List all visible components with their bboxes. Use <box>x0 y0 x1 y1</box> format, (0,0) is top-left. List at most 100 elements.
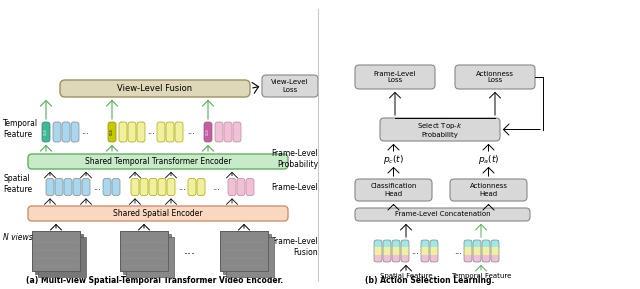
Text: Frame-Level Concatenation: Frame-Level Concatenation <box>395 212 490 218</box>
FancyBboxPatch shape <box>262 75 318 97</box>
FancyBboxPatch shape <box>158 179 166 195</box>
Text: ...: ... <box>212 182 220 192</box>
FancyBboxPatch shape <box>355 208 530 221</box>
Bar <box>421 255 429 262</box>
Bar <box>220 231 268 271</box>
Text: View-Level Fusion: View-Level Fusion <box>117 84 193 93</box>
Bar <box>374 240 382 247</box>
FancyBboxPatch shape <box>108 122 116 142</box>
Bar <box>401 240 409 247</box>
Bar <box>120 231 168 271</box>
FancyBboxPatch shape <box>64 179 72 195</box>
Text: (a) Multi-view Spatial-Temporal Transformer Video Encoder.: (a) Multi-view Spatial-Temporal Transfor… <box>26 276 284 285</box>
FancyBboxPatch shape <box>380 118 500 141</box>
Bar <box>120 231 168 271</box>
FancyBboxPatch shape <box>237 179 245 195</box>
Bar <box>392 247 400 255</box>
FancyBboxPatch shape <box>166 122 174 142</box>
Text: ...: ... <box>93 182 101 192</box>
Bar <box>421 240 429 247</box>
FancyBboxPatch shape <box>157 122 165 142</box>
Bar <box>464 247 472 255</box>
Bar <box>491 240 499 247</box>
Bar <box>421 247 429 255</box>
Text: Select Top-$k$
Probability: Select Top-$k$ Probability <box>417 121 463 138</box>
Bar <box>392 240 400 247</box>
Bar <box>464 240 472 247</box>
FancyBboxPatch shape <box>233 122 241 142</box>
Bar <box>383 247 391 255</box>
Text: ...: ... <box>187 127 195 136</box>
FancyBboxPatch shape <box>140 179 148 195</box>
FancyBboxPatch shape <box>246 179 254 195</box>
FancyBboxPatch shape <box>204 122 212 142</box>
Bar <box>482 240 490 247</box>
Bar <box>38 237 86 277</box>
Bar <box>430 247 438 255</box>
Bar <box>223 234 271 274</box>
FancyBboxPatch shape <box>46 179 54 195</box>
Bar <box>383 240 391 247</box>
Text: Frame-Level
Loss: Frame-Level Loss <box>374 71 416 84</box>
FancyBboxPatch shape <box>53 122 61 142</box>
Text: Actionness
Loss: Actionness Loss <box>476 71 514 84</box>
FancyBboxPatch shape <box>128 122 136 142</box>
Text: Actionness
Head: Actionness Head <box>470 184 508 197</box>
Text: Spatial Feature: Spatial Feature <box>380 273 432 279</box>
FancyBboxPatch shape <box>215 122 223 142</box>
Text: ...: ... <box>454 247 462 255</box>
Text: Frame-Level: Frame-Level <box>271 182 318 192</box>
Bar <box>401 247 409 255</box>
FancyBboxPatch shape <box>197 179 205 195</box>
FancyBboxPatch shape <box>228 179 236 195</box>
Bar <box>482 247 490 255</box>
Bar <box>383 255 391 262</box>
Text: ...: ... <box>81 127 89 136</box>
Bar <box>123 234 171 274</box>
Bar <box>473 255 481 262</box>
Bar <box>473 240 481 247</box>
FancyBboxPatch shape <box>28 154 288 169</box>
Bar <box>401 255 409 262</box>
Bar <box>491 255 499 262</box>
Bar <box>430 255 438 262</box>
Text: (b) Action Selection Learning.: (b) Action Selection Learning. <box>365 276 495 285</box>
Bar <box>126 237 174 277</box>
Bar <box>374 247 382 255</box>
Bar <box>35 234 83 274</box>
FancyBboxPatch shape <box>82 179 90 195</box>
FancyBboxPatch shape <box>62 122 70 142</box>
FancyBboxPatch shape <box>60 80 250 97</box>
FancyBboxPatch shape <box>224 122 232 142</box>
Text: ...: ... <box>178 182 186 192</box>
Text: CLS: CLS <box>206 129 210 135</box>
Bar <box>32 231 80 271</box>
Bar <box>430 240 438 247</box>
Text: $p_c(t)$: $p_c(t)$ <box>383 153 404 166</box>
Bar <box>491 247 499 255</box>
Text: Temporal
Feature: Temporal Feature <box>3 119 38 139</box>
Bar <box>32 231 80 271</box>
FancyBboxPatch shape <box>73 179 81 195</box>
FancyBboxPatch shape <box>131 179 139 195</box>
FancyBboxPatch shape <box>28 206 288 221</box>
Text: Classification
Head: Classification Head <box>371 184 417 197</box>
FancyBboxPatch shape <box>355 65 435 89</box>
Text: Frame-Level
Fusion: Frame-Level Fusion <box>271 237 318 257</box>
Text: ...: ... <box>184 244 196 257</box>
FancyBboxPatch shape <box>149 179 157 195</box>
Bar <box>226 237 274 277</box>
FancyBboxPatch shape <box>55 179 63 195</box>
Text: N views: N views <box>3 232 33 242</box>
Text: Frame-Level
Probability: Frame-Level Probability <box>271 149 318 169</box>
FancyBboxPatch shape <box>355 179 432 201</box>
Bar <box>473 247 481 255</box>
Bar <box>482 255 490 262</box>
FancyBboxPatch shape <box>103 179 111 195</box>
Text: Temporal Feature: Temporal Feature <box>451 273 511 279</box>
Text: Spatial
Feature: Spatial Feature <box>3 174 32 194</box>
FancyBboxPatch shape <box>188 179 196 195</box>
Text: CLS: CLS <box>44 129 48 135</box>
FancyBboxPatch shape <box>42 122 50 142</box>
FancyBboxPatch shape <box>112 179 120 195</box>
